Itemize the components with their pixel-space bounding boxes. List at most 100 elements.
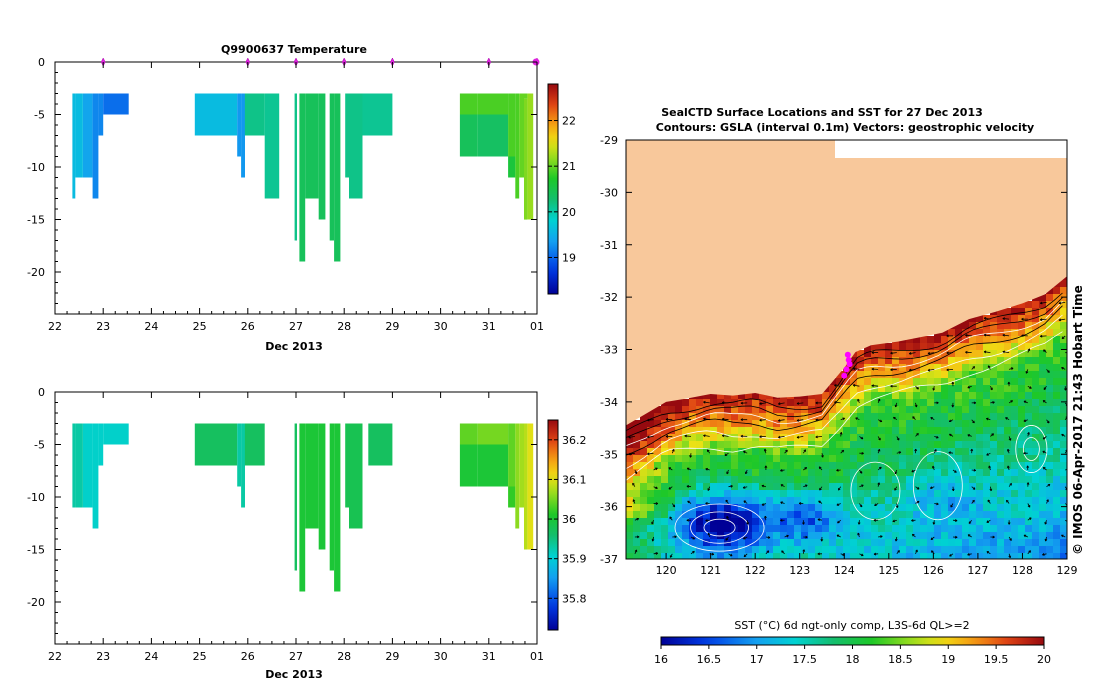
sst-pixel bbox=[801, 532, 808, 539]
sst-pixel bbox=[1032, 497, 1039, 504]
sst-pixel bbox=[822, 532, 829, 539]
sst-pixel bbox=[1011, 427, 1018, 434]
vector-head bbox=[932, 522, 936, 525]
sst-pixel bbox=[801, 476, 808, 483]
sst-pixel bbox=[752, 518, 759, 525]
sst-pixel bbox=[808, 504, 815, 511]
sst-pixel bbox=[682, 462, 689, 469]
vector-head bbox=[1058, 301, 1062, 305]
sst-pixel bbox=[1053, 350, 1060, 357]
sst-pixel bbox=[913, 392, 920, 399]
velocity-vector bbox=[628, 436, 635, 438]
vector-head bbox=[1007, 465, 1010, 469]
sst-pixel bbox=[1018, 504, 1025, 511]
sst-pixel bbox=[675, 504, 682, 511]
sst-pixel bbox=[934, 539, 941, 546]
sst-pixel bbox=[675, 434, 682, 441]
gsla-contour bbox=[703, 518, 736, 537]
sst-pixel bbox=[822, 546, 829, 553]
gsla-contour bbox=[626, 297, 1063, 438]
temperature-cells bbox=[72, 93, 534, 262]
sst-pixel bbox=[668, 497, 675, 504]
sst-pixel bbox=[703, 434, 710, 441]
sst-pixel bbox=[892, 525, 899, 532]
depth-cell bbox=[527, 93, 534, 220]
vector-head bbox=[692, 550, 695, 554]
sst-pixel bbox=[752, 441, 759, 448]
sst-pixel bbox=[1004, 322, 1011, 329]
sst-pixel bbox=[647, 497, 654, 504]
gsla-contour bbox=[690, 511, 749, 544]
sst-pixel bbox=[892, 490, 899, 497]
sst-pixel bbox=[899, 532, 906, 539]
sst-pixel bbox=[1011, 511, 1018, 518]
sst-pixel bbox=[745, 392, 752, 399]
sst-pixel bbox=[955, 406, 962, 413]
vector-head bbox=[1046, 499, 1049, 502]
sst-pixel bbox=[906, 518, 913, 525]
sst-pixel bbox=[920, 546, 927, 553]
sst-pixel bbox=[801, 504, 808, 511]
sst-pixel bbox=[808, 483, 815, 490]
sst-pixel bbox=[647, 441, 654, 448]
sst-pixel bbox=[829, 441, 836, 448]
sst-pixel bbox=[626, 448, 633, 455]
sst-pixel bbox=[913, 469, 920, 476]
sst-pixel bbox=[717, 406, 724, 413]
gsla-contour bbox=[674, 503, 765, 552]
sst-pixel bbox=[1018, 406, 1025, 413]
sst-pixel bbox=[759, 511, 766, 518]
sst-pixel bbox=[955, 392, 962, 399]
sst-pixel bbox=[717, 462, 724, 469]
sst-pixel bbox=[1032, 490, 1039, 497]
sst-pixel bbox=[934, 476, 941, 483]
sst-pixel bbox=[1046, 525, 1053, 532]
sst-pixel bbox=[1060, 518, 1067, 525]
sst-pixel bbox=[815, 420, 822, 427]
vector-head bbox=[761, 484, 765, 488]
sst-pixel bbox=[913, 497, 920, 504]
sst-pixel bbox=[815, 483, 822, 490]
sst-pixel bbox=[717, 476, 724, 483]
sst-pixel bbox=[983, 364, 990, 371]
sst-pixel bbox=[864, 490, 871, 497]
sst-pixel bbox=[1060, 497, 1067, 504]
sst-pixel bbox=[906, 511, 913, 518]
sst-pixel bbox=[976, 476, 983, 483]
depth-cell bbox=[237, 423, 242, 487]
sst-pixel bbox=[920, 532, 927, 539]
sst-pixel bbox=[920, 427, 927, 434]
sst-pixel bbox=[983, 434, 990, 441]
sst-pixel bbox=[934, 497, 941, 504]
sst-pixel bbox=[773, 434, 780, 441]
sst-pixel bbox=[1039, 308, 1046, 315]
sst-pixel bbox=[927, 427, 934, 434]
sst-pixel bbox=[1011, 420, 1018, 427]
velocity-vector bbox=[722, 435, 729, 437]
sst-pixel bbox=[976, 553, 983, 559]
vector-head bbox=[986, 453, 989, 456]
sst-pixel bbox=[1004, 308, 1011, 315]
sst-pixel bbox=[633, 448, 640, 455]
sst-pixel bbox=[633, 497, 640, 504]
vector-head bbox=[818, 466, 822, 470]
sst-pixel bbox=[745, 448, 752, 455]
vector-head bbox=[1023, 400, 1027, 404]
vector-head bbox=[1047, 483, 1051, 487]
sst-pixel bbox=[878, 483, 885, 490]
sst-pixel bbox=[920, 518, 927, 525]
depth-cell bbox=[299, 423, 306, 592]
depth-cell bbox=[294, 423, 297, 571]
sst-pixel bbox=[1046, 392, 1053, 399]
sst-pixel bbox=[920, 497, 927, 504]
sst-pixel bbox=[738, 413, 745, 420]
vector-head bbox=[1044, 538, 1048, 542]
x-tick-label: 27 bbox=[289, 320, 303, 333]
sst-pixel bbox=[822, 448, 829, 455]
sst-pixel bbox=[899, 413, 906, 420]
sst-pixel bbox=[941, 364, 948, 371]
vector-head bbox=[1039, 334, 1043, 338]
sst-pixel bbox=[899, 511, 906, 518]
velocity-vector bbox=[684, 418, 692, 421]
sst-pixel bbox=[808, 420, 815, 427]
